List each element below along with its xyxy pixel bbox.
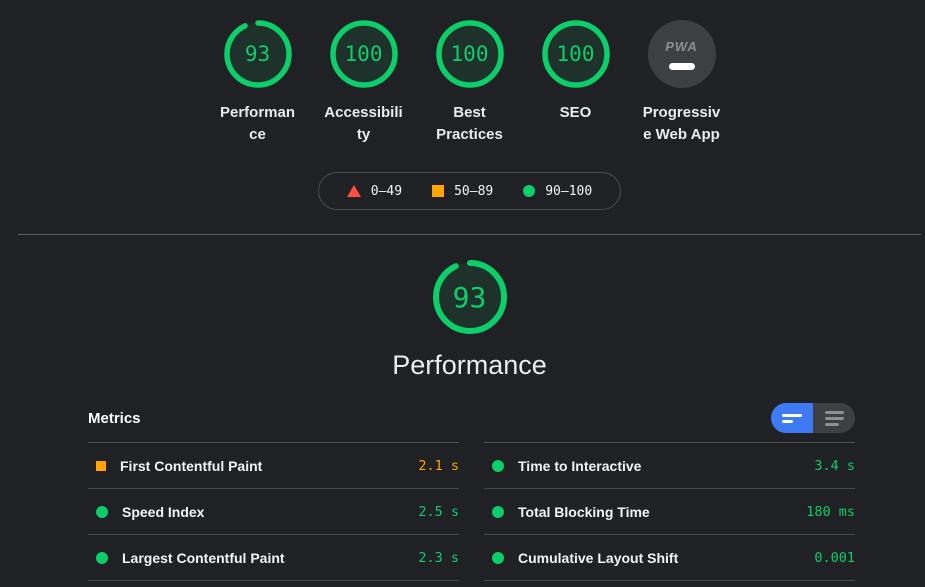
performance-section-title: Performance	[392, 350, 547, 380]
circle-icon	[523, 185, 536, 197]
accessibility-score-gauge: 100	[329, 20, 398, 88]
score-legend: 0–49 50–89 90–100	[317, 172, 622, 210]
section-divider	[18, 234, 921, 235]
square-icon	[432, 185, 445, 197]
pass-circle-icon	[492, 551, 504, 564]
metric-speed-index: Speed Index 2.5 s	[88, 489, 459, 535]
metric-value: 180 ms	[806, 503, 855, 520]
metric-value: 2.1 s	[418, 457, 459, 474]
category-scores-row: 93 Performance 100 Accessibility 100	[18, 0, 921, 146]
metric-first-contentful-paint: First Contentful Paint 2.1 s	[88, 443, 459, 489]
seo-score-value: 100	[556, 42, 595, 66]
metric-value: 0.001	[814, 549, 855, 566]
accessibility-category-label: Accessibility	[324, 104, 403, 143]
metric-name: Total Blocking Time	[518, 503, 650, 520]
best-practices-score-value: 100	[450, 42, 489, 66]
pwa-logo: PWA	[665, 38, 698, 54]
metrics-list-icon	[824, 410, 844, 414]
metric-time-to-interactive: Time to Interactive 3.4 s	[484, 443, 855, 489]
triangle-icon	[346, 185, 361, 197]
metric-value: 2.3 s	[418, 549, 459, 566]
report-summary: 93 Performance 100 Accessibility 100	[18, 0, 921, 210]
pass-circle-icon	[492, 459, 504, 472]
metric-name: Largest Contentful Paint	[122, 549, 285, 566]
pwa-dash-icon	[668, 62, 695, 70]
legend-range-fail: 0–49	[370, 183, 403, 199]
metrics-compact-icon	[782, 413, 802, 417]
metric-name: Cumulative Layout Shift	[518, 549, 679, 566]
category-link-seo[interactable]: 100 SEO	[523, 20, 629, 124]
seo-category-label: SEO	[559, 104, 592, 121]
performance-score-value: 93	[244, 42, 271, 66]
metric-total-blocking-time: Total Blocking Time 180 ms	[484, 489, 855, 535]
pwa-badge-icon: PWA	[647, 20, 716, 88]
category-link-accessibility[interactable]: 100 Accessibility	[311, 20, 417, 146]
metric-name: First Contentful Paint	[120, 457, 263, 474]
metric-name: Speed Index	[122, 503, 205, 520]
metrics-column-left: First Contentful Paint 2.1 s Speed Index…	[88, 442, 459, 581]
pass-circle-icon	[96, 505, 108, 518]
category-link-pwa[interactable]: PWA Progressive Web App	[629, 20, 735, 146]
metrics-view-toggle	[771, 403, 855, 433]
metrics-section: Metrics First Contentful Paint 2.1 s Spe	[88, 403, 855, 581]
metrics-heading: Metrics	[88, 409, 141, 427]
pass-circle-icon	[96, 551, 108, 564]
legend-item-average: 50–89	[432, 184, 493, 199]
legend-item-pass: 90–100	[523, 184, 592, 199]
metric-value: 2.5 s	[418, 503, 459, 520]
legend-item-fail: 0–49	[346, 183, 403, 199]
performance-detail-section: 93 Performance	[18, 260, 921, 381]
performance-score-gauge: 93	[223, 20, 292, 88]
seo-score-gauge: 100	[541, 20, 610, 88]
legend-range-pass: 90–100	[545, 183, 593, 199]
score-legend-row: 0–49 50–89 90–100	[18, 172, 921, 210]
pwa-category-label: Progressive Web App	[642, 104, 721, 143]
performance-detail-gauge: 93	[432, 260, 507, 334]
metrics-list-view-button[interactable]	[813, 403, 855, 433]
category-link-performance[interactable]: 93 Performance	[205, 20, 311, 146]
metrics-compact-view-button[interactable]	[771, 403, 813, 433]
average-square-icon	[96, 460, 106, 471]
performance-category-label: Performance	[219, 104, 296, 143]
performance-detail-score-value: 93	[452, 280, 487, 314]
legend-range-average: 50–89	[454, 183, 494, 199]
best-practices-category-label: Best Practices	[436, 104, 503, 143]
best-practices-score-gauge: 100	[435, 20, 504, 88]
metric-cumulative-layout-shift: Cumulative Layout Shift 0.001	[484, 535, 855, 581]
category-link-best-practices[interactable]: 100 Best Practices	[417, 20, 523, 146]
pass-circle-icon	[492, 505, 504, 518]
metrics-column-right: Time to Interactive 3.4 s Total Blocking…	[484, 442, 855, 581]
accessibility-score-value: 100	[344, 42, 383, 66]
metric-value: 3.4 s	[814, 457, 855, 474]
metric-name: Time to Interactive	[518, 457, 642, 474]
metric-largest-contentful-paint: Largest Contentful Paint 2.3 s	[88, 535, 459, 581]
